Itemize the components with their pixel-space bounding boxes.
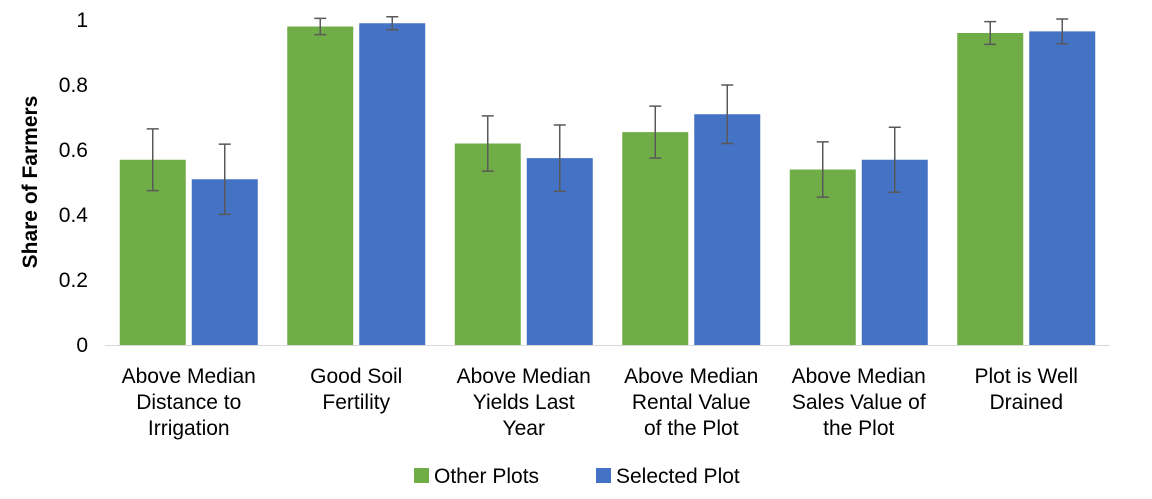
x-category-label-line: Above Median: [624, 365, 758, 388]
x-category-label-line: Good Soil: [310, 365, 402, 388]
x-category-label-line: the Plot: [823, 417, 894, 440]
y-tick-label: 0.4: [59, 204, 89, 227]
x-category-label: Above Median Sales Value of the Plot: [792, 365, 926, 440]
legend-label: Other Plots: [434, 465, 539, 488]
x-category-label: Above Median Yields Last Year: [457, 365, 591, 440]
x-category-label-line: Fertility: [322, 391, 390, 414]
bar-selected-plot: [1029, 31, 1096, 345]
x-category-label-line: of the Plot: [644, 417, 739, 440]
x-category-label-line: Above Median: [122, 365, 256, 388]
y-tick-label: 0: [76, 334, 88, 357]
x-category-label: Plot is Well Drained: [975, 365, 1078, 414]
category-label-layer: Above Median Distance to Irrigation Good So…: [122, 365, 1078, 440]
y-tick-label: 0.8: [59, 74, 88, 97]
y-tick-label: 0.2: [59, 269, 88, 292]
error-bar-layer: [146, 16, 1069, 216]
bar-other-plots: [287, 26, 354, 345]
x-category-label-line: Rental Value: [632, 391, 751, 414]
x-category-label-line: Distance to: [136, 391, 241, 414]
legend: Other Plots Selected Plot: [414, 465, 740, 488]
x-category-label-line: Irrigation: [148, 417, 230, 440]
bar-other-plots: [622, 132, 689, 345]
axis-layer: 0 0.2 0.4 0.6 0.8 1: [59, 9, 1110, 357]
x-category-label-line: Above Median: [792, 365, 926, 388]
bar-other-plots: [454, 143, 521, 345]
x-category-label-line: Drained: [989, 391, 1063, 414]
x-category-label: Above Median Rental Value of the Plot: [624, 365, 758, 440]
x-category-label: Above Median Distance to Irrigation: [122, 365, 256, 440]
x-category-label-line: Plot is Well: [975, 365, 1078, 388]
x-category-label-line: Yields Last: [473, 391, 575, 414]
x-category-label-line: Year: [503, 417, 545, 440]
bar-other-plots: [957, 33, 1024, 345]
y-tick-label: 1: [76, 9, 88, 32]
x-category-label-line: Above Median: [457, 365, 591, 388]
y-tick-label: 0.6: [59, 139, 88, 162]
legend-swatch-selected-plot: [596, 468, 611, 483]
x-category-label-line: Sales Value of: [792, 391, 926, 414]
bar-selected-plot: [694, 114, 761, 345]
bar-layer: [119, 23, 1096, 345]
bar-selected-plot: [359, 23, 426, 345]
legend-label: Selected Plot: [616, 465, 740, 488]
x-category-label: Good Soil Fertility: [310, 365, 402, 414]
y-axis-title: Share of Farmers: [19, 96, 42, 269]
legend-swatch-other-plots: [414, 468, 429, 483]
bar-other-plots: [789, 169, 856, 345]
